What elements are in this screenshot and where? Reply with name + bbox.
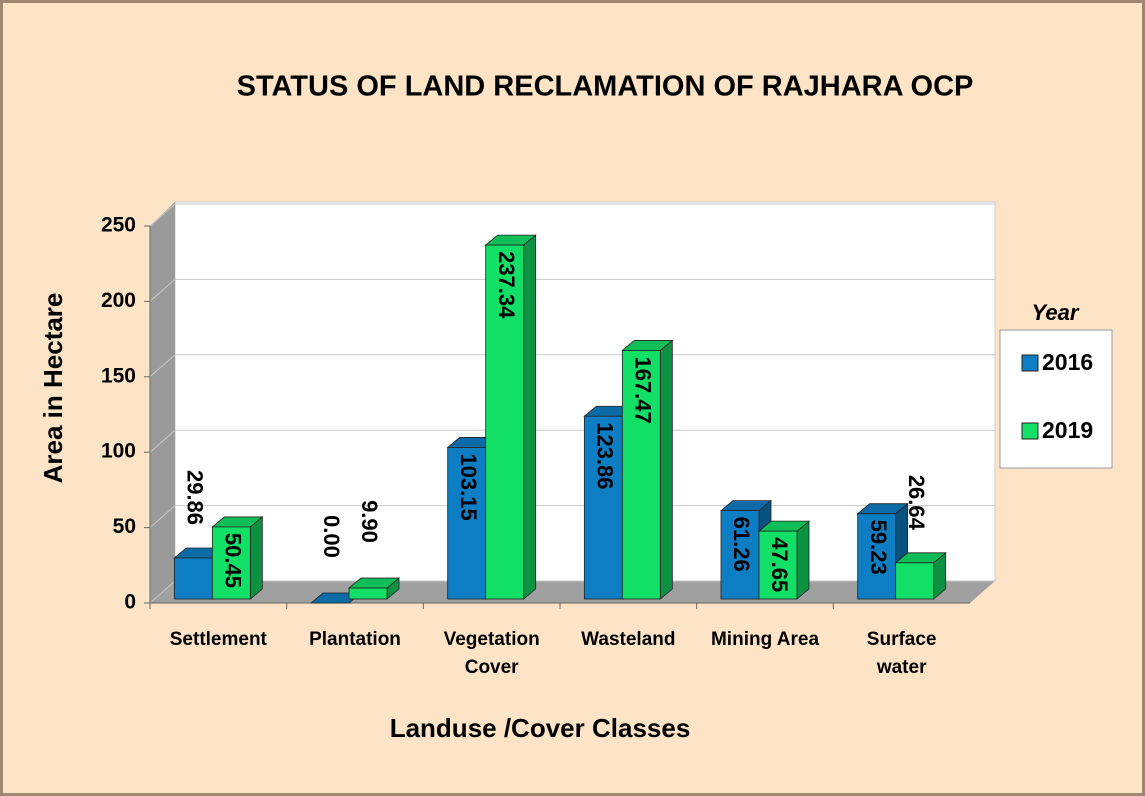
y-tick-label: 50 [113, 515, 136, 538]
legend-label: 2019 [1042, 417, 1093, 443]
bar-front [583, 415, 623, 600]
value-label: 103.15 [456, 453, 481, 520]
value-label: 47.65 [767, 537, 792, 592]
grid-line-side [149, 354, 176, 378]
grid-line-side [149, 580, 176, 604]
value-label: 50.45 [221, 533, 246, 588]
bar-front [447, 447, 487, 600]
bar-front [720, 510, 760, 600]
x-tick-label: Plantation [309, 629, 401, 650]
y-tick-label: 150 [101, 364, 136, 387]
bar [484, 234, 537, 600]
y-tick-label: 100 [101, 440, 136, 463]
bar [347, 577, 401, 600]
bar [757, 520, 811, 600]
value-label: 167.47 [631, 356, 656, 423]
value-label: 237.34 [494, 251, 519, 319]
legend-swatch [1021, 422, 1039, 440]
bar-front [758, 530, 798, 600]
y-tick-label: 200 [101, 289, 136, 312]
bar-front [173, 557, 213, 600]
bar-front [348, 587, 388, 600]
bar-front [621, 350, 661, 600]
value-label: 59.23 [866, 520, 891, 575]
y-tick-label: 250 [101, 214, 136, 237]
value-label: 29.86 [183, 470, 208, 525]
bar-front [485, 244, 525, 600]
y-tick-label: 0 [124, 591, 136, 614]
bar-side [249, 516, 263, 600]
legend-title: Year [1032, 300, 1080, 325]
grid-line-side [149, 203, 176, 227]
legend-label: 2016 [1042, 349, 1093, 375]
bar-side [659, 339, 673, 600]
bar-front [857, 513, 897, 600]
bar [621, 339, 674, 600]
bar-side [523, 234, 537, 600]
bar [894, 551, 947, 600]
bar-front [895, 562, 935, 600]
value-label: 0.00 [319, 515, 344, 558]
chart-title: STATUS OF LAND RECLAMATION OF RAJHARA OC… [237, 71, 974, 103]
side-wall [150, 202, 175, 603]
x-tick-label: Settlement [169, 629, 267, 650]
grid-line-side [149, 279, 176, 302]
bar-front [211, 526, 251, 600]
x-tick-label: Surface water [866, 629, 937, 678]
value-label: 26.64 [904, 475, 929, 531]
value-label: 9.90 [357, 500, 382, 543]
bar [211, 516, 264, 600]
bar-side [796, 520, 810, 600]
value-label: 123.86 [593, 422, 618, 489]
y-axis-label: Area in Hectare [38, 293, 68, 484]
x-axis-label: Landuse /Cover Classes [390, 713, 691, 743]
x-tick-label: Vegetation Cover [443, 629, 540, 678]
x-tick-label: Wasteland [581, 629, 676, 650]
legend-box [999, 329, 1113, 469]
value-label: 61.26 [729, 517, 754, 572]
grid-line-side [149, 505, 176, 528]
legend-swatch [1021, 354, 1039, 372]
grid-line-side [149, 429, 176, 453]
x-tick-label: Mining Area [710, 629, 820, 650]
